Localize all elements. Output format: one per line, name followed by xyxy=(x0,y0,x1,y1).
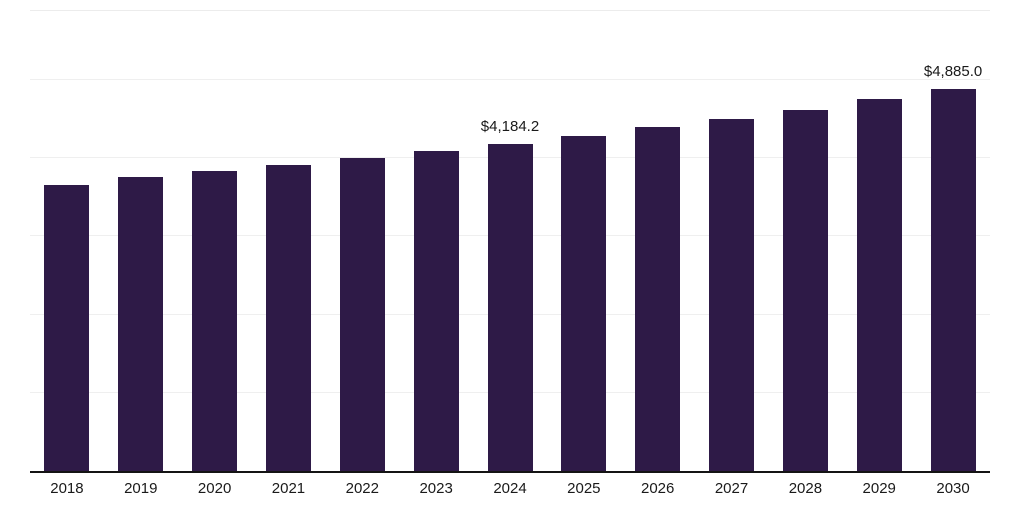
x-tick-label-2029: 2029 xyxy=(862,480,896,497)
chart-bar-2026 xyxy=(635,127,681,471)
x-tick-label-2018: 2018 xyxy=(50,480,84,497)
x-tick-label-2026: 2026 xyxy=(641,480,675,497)
data-label-2030: $4,885.0 xyxy=(923,62,983,80)
chart-bar-2022 xyxy=(339,158,385,471)
gridline-5000 xyxy=(30,78,990,80)
x-axis-labels: 2018 2019 2020 2021 2022 2023 2024 2025 2026 2027… xyxy=(30,480,990,506)
x-tick-label-2027: 2027 xyxy=(714,480,749,497)
chart-bar-2027 xyxy=(709,118,755,471)
chart-bar-2024 xyxy=(487,143,533,471)
chart-bar-2021 xyxy=(265,165,311,471)
chart-bar-2019 xyxy=(118,176,164,471)
x-tick-label-2019: 2019 xyxy=(124,480,158,497)
chart-bar-2020 xyxy=(192,170,238,471)
x-tick-label-2025: 2025 xyxy=(567,480,601,497)
x-tick-label-2021: 2021 xyxy=(271,480,306,497)
chart-bar-2018 xyxy=(44,185,90,471)
x-tick-label-2023: 2023 xyxy=(419,480,453,497)
chart-bar-2030 xyxy=(930,88,976,471)
chart-plot-area: $4,184.2 $4,885.0 xyxy=(30,10,990,473)
chart-bar-2029 xyxy=(856,99,902,471)
x-tick-label-2024: 2024 xyxy=(493,480,527,497)
x-tick-label-2030: 2030 xyxy=(936,480,970,497)
x-tick-label-2020: 2020 xyxy=(197,480,232,497)
chart-bar-2028 xyxy=(782,109,828,471)
x-tick-label-2022: 2022 xyxy=(345,480,379,497)
chart-bar-2023 xyxy=(413,151,459,471)
chart-bar-2025 xyxy=(561,136,607,471)
data-label-2024: $4,184.2 xyxy=(480,117,540,135)
x-tick-label-2028: 2028 xyxy=(788,480,823,497)
